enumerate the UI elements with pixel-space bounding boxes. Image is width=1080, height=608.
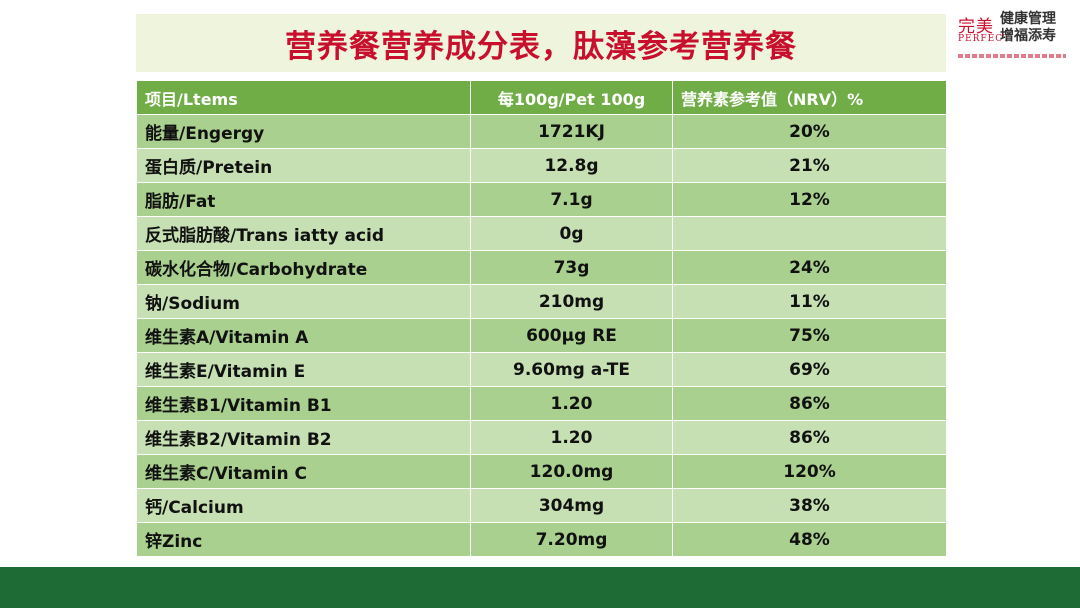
table-row: 维生素A/Vitamin A 600μg RE 75% xyxy=(136,318,947,353)
perfect-logo: 完美 PERFECT 健康管理 增福添寿 xyxy=(956,10,1068,66)
cell-per100g: 9.60mg a-TE xyxy=(470,352,673,387)
table-row: 钠/Sodium 210mg 11% xyxy=(136,284,947,319)
cell-per100g: 0g xyxy=(470,216,673,251)
cell-item: 蛋白质/Pretein xyxy=(136,148,471,183)
cell-nrv: 86% xyxy=(672,420,947,455)
cell-nrv: 24% xyxy=(672,250,947,285)
table-row: 蛋白质/Pretein 12.8g 21% xyxy=(136,148,947,183)
cell-item: 脂肪/Fat xyxy=(136,182,471,217)
cell-item: 维生素B1/Vitamin B1 xyxy=(136,386,471,421)
logo-fine-print xyxy=(958,54,1066,58)
cell-item: 维生素E/Vitamin E xyxy=(136,352,471,387)
cell-nrv: 38% xyxy=(672,488,947,523)
cell-item: 维生素A/Vitamin A xyxy=(136,318,471,353)
cell-item: 钙/Calcium xyxy=(136,488,471,523)
table-row: 能量/Engergy 1721KJ 20% xyxy=(136,114,947,149)
cell-nrv: 20% xyxy=(672,114,947,149)
table-row: 钙/Calcium 304mg 38% xyxy=(136,488,947,523)
table-header-row: 项目/Ltems 每100g/Pet 100g 营养素参考值（NRV）% xyxy=(136,80,947,115)
cell-item: 锌Zinc xyxy=(136,522,471,557)
cell-per100g: 73g xyxy=(470,250,673,285)
title-banner: 营养餐营养成分表，肽藻参考营养餐 xyxy=(136,14,946,72)
cell-per100g: 1721KJ xyxy=(470,114,673,149)
table-body: 能量/Engergy 1721KJ 20% 蛋白质/Pretein 12.8g 21% 脂肪… xyxy=(136,114,947,557)
table-row: 锌Zinc 7.20mg 48% xyxy=(136,522,947,557)
cell-item: 钠/Sodium xyxy=(136,284,471,319)
table-row: 维生素B2/Vitamin B2 1.20 86% xyxy=(136,420,947,455)
table-row: 维生素B1/Vitamin B1 1.20 86% xyxy=(136,386,947,421)
cell-nrv: 12% xyxy=(672,182,947,217)
table-row: 碳水化合物/Carbohydrate 73g 24% xyxy=(136,250,947,285)
cell-nrv: 86% xyxy=(672,386,947,421)
cell-nrv: 75% xyxy=(672,318,947,353)
logo-slogan-line2: 增福添寿 xyxy=(1000,28,1056,44)
table-row: 反式脂肪酸/Trans iatty acid 0g xyxy=(136,216,947,251)
cell-nrv: 120% xyxy=(672,454,947,489)
cell-per100g: 304mg xyxy=(470,488,673,523)
table-row: 脂肪/Fat 7.1g 12% xyxy=(136,182,947,217)
page-title: 营养餐营养成分表，肽藻参考营养餐 xyxy=(285,28,797,65)
cell-item: 维生素B2/Vitamin B2 xyxy=(136,420,471,455)
cell-item: 维生素C/Vitamin C xyxy=(136,454,471,489)
cell-nrv xyxy=(672,216,947,251)
cell-per100g: 600μg RE xyxy=(470,318,673,353)
cell-per100g: 210mg xyxy=(470,284,673,319)
footer-bar xyxy=(0,567,1080,608)
logo-slogan-line1: 健康管理 xyxy=(1000,11,1056,27)
table-row: 维生素C/Vitamin C 120.0mg 120% xyxy=(136,454,947,489)
header-item: 项目/Ltems xyxy=(136,80,471,115)
cell-per100g: 7.20mg xyxy=(470,522,673,557)
cell-per100g: 12.8g xyxy=(470,148,673,183)
cell-item: 碳水化合物/Carbohydrate xyxy=(136,250,471,285)
logo-brand-en: PERFECT xyxy=(958,34,1011,44)
cell-per100g: 7.1g xyxy=(470,182,673,217)
nutrition-table: 项目/Ltems 每100g/Pet 100g 营养素参考值（NRV）% 能量/… xyxy=(136,80,947,557)
logo-slogan: 健康管理 增福添寿 xyxy=(1000,11,1056,45)
cell-item: 能量/Engergy xyxy=(136,114,471,149)
table-row: 维生素E/Vitamin E 9.60mg a-TE 69% xyxy=(136,352,947,387)
cell-nrv: 21% xyxy=(672,148,947,183)
cell-per100g: 1.20 xyxy=(470,386,673,421)
cell-per100g: 1.20 xyxy=(470,420,673,455)
cell-per100g: 120.0mg xyxy=(470,454,673,489)
header-nrv: 营养素参考值（NRV）% xyxy=(672,80,947,115)
header-per100g: 每100g/Pet 100g xyxy=(470,80,673,115)
cell-nrv: 69% xyxy=(672,352,947,387)
cell-item: 反式脂肪酸/Trans iatty acid xyxy=(136,216,471,251)
cell-nrv: 48% xyxy=(672,522,947,557)
logo-brand-cn: 完美 xyxy=(958,17,994,37)
cell-nrv: 11% xyxy=(672,284,947,319)
